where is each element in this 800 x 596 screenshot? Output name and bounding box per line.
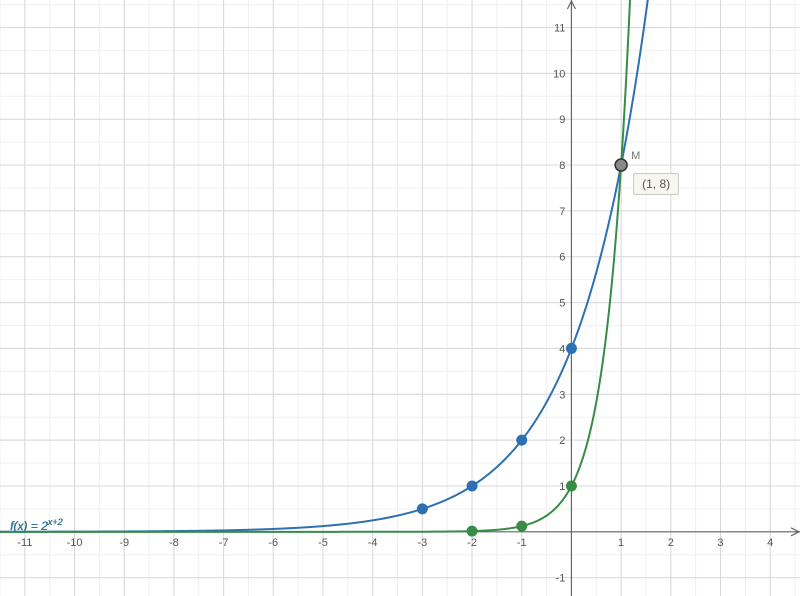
x-tick-label: -1 — [517, 537, 527, 549]
y-tick-label: 1 — [559, 481, 565, 493]
y-tick-label: 9 — [559, 114, 565, 126]
function-formula: f(x) = 2x+2 — [10, 517, 62, 533]
formula-base: 2 — [41, 519, 48, 533]
y-tick-label: 3 — [559, 389, 565, 401]
point-f — [417, 504, 427, 514]
x-tick-label: -5 — [318, 537, 328, 549]
x-tick-label: 3 — [717, 537, 723, 549]
tooltip-text: (1, 8) — [642, 177, 670, 191]
x-tick-label: 4 — [767, 537, 773, 549]
y-tick-label: 7 — [559, 206, 565, 218]
x-tick-label: -8 — [169, 537, 179, 549]
x-tick-label: 1 — [618, 537, 624, 549]
point-g — [566, 481, 576, 491]
y-tick-label: 11 — [554, 23, 565, 35]
x-tick-label: -9 — [119, 537, 129, 549]
x-tick-label: 2 — [668, 537, 674, 549]
point-g — [517, 521, 527, 531]
formula-lhs: f(x) = — [10, 519, 41, 533]
y-tick-label: -1 — [556, 573, 566, 585]
chart-bg — [0, 0, 800, 596]
coordinate-chart: -11-10-9-8-7-6-5-4-3-2-11234-11234567891… — [0, 0, 800, 596]
x-tick-label: -11 — [17, 537, 32, 549]
intersection-point — [615, 159, 627, 171]
x-tick-label: -3 — [417, 537, 427, 549]
y-tick-label: 6 — [559, 252, 565, 264]
x-tick-label: -2 — [467, 537, 477, 549]
intersection-label: M — [631, 150, 640, 162]
x-tick-label: -10 — [67, 537, 83, 549]
x-tick-label: -7 — [219, 537, 229, 549]
point-f — [517, 435, 527, 445]
point-f — [467, 481, 477, 491]
y-tick-label: 5 — [559, 298, 565, 310]
y-tick-label: 8 — [559, 160, 565, 172]
x-tick-label: -6 — [268, 537, 278, 549]
x-tick-label: -4 — [368, 537, 378, 549]
y-tick-label: 2 — [559, 435, 565, 447]
point-f — [566, 343, 576, 353]
y-tick-label: 4 — [559, 343, 565, 355]
y-tick-label: 10 — [553, 68, 565, 80]
formula-exp: x+2 — [48, 517, 63, 527]
intersection-tooltip: (1, 8) — [633, 173, 679, 195]
point-g — [467, 526, 477, 536]
